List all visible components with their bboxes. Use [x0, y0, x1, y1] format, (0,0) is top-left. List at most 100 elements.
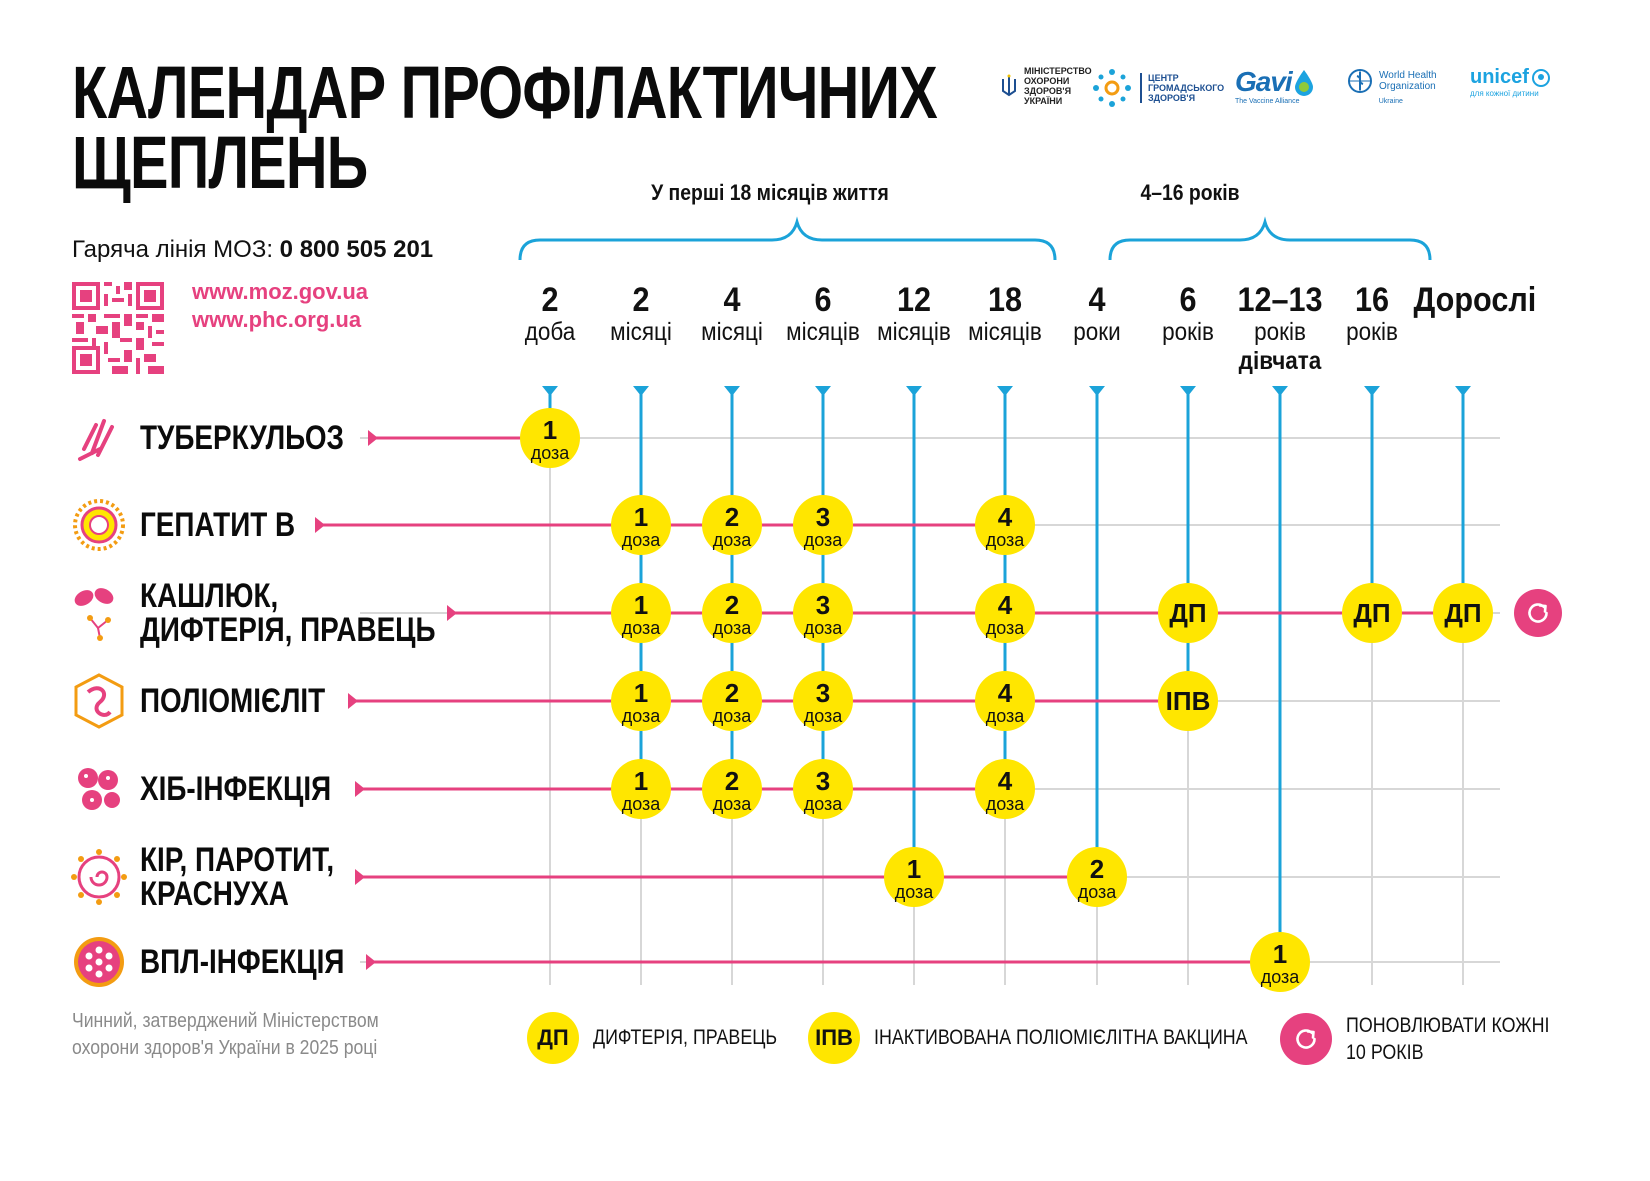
links: www.moz.gov.ua www.phc.org.ua: [192, 278, 368, 334]
age-column-header: 18 місяців: [956, 282, 1055, 346]
dose-word: доза: [713, 618, 753, 638]
age-value: 6: [814, 281, 832, 319]
legend-dp-symbol: ДП: [527, 1012, 579, 1064]
dose-number: 3: [816, 766, 830, 796]
age-unit: роки: [1073, 318, 1121, 346]
age-value: 16: [1354, 281, 1390, 319]
timeline-marker-icon: [1455, 386, 1471, 396]
timeline-marker-icon: [815, 386, 831, 396]
legend-dp-text: ДИФТЕРІЯ, ПРАВЕЦЬ: [593, 1026, 778, 1049]
timeline-marker-icon: [997, 386, 1013, 396]
group-label-4-16-years: 4–16 років: [1140, 180, 1240, 205]
age-unit: років: [1254, 318, 1306, 346]
dose-word: доза: [713, 794, 753, 814]
dose-marker: ІПВ: [1158, 671, 1218, 731]
dose-number: 4: [998, 766, 1013, 796]
dose-number: 2: [725, 678, 739, 708]
moz-logo: МІНІСТЕРСТВО ОХОРОНИ ЗДОРОВ'Я УКРАЇНИ: [1000, 66, 1092, 106]
dose-marker: ДП: [1433, 583, 1493, 643]
trident-icon: [1002, 74, 1016, 97]
legend-repeat: ПОНОВЛЮВАТИ КОЖНІ 10 РОКІВ: [1280, 1012, 1585, 1066]
dose-number: 3: [816, 678, 830, 708]
page-title: КАЛЕНДАР ПРОФІЛАКТИЧНИХ ЩЕПЛЕНЬ: [72, 51, 938, 204]
dose-number: 1: [634, 590, 648, 620]
age-unit: місяців: [786, 318, 860, 346]
group-label-first-18-months: У перші 18 місяців життя: [651, 180, 889, 205]
age-unit: місяці: [610, 318, 672, 346]
disease-name: ТУБЕРКУЛЬОЗ: [140, 419, 344, 457]
age-value: 4: [723, 281, 741, 319]
dose-circle: [793, 759, 853, 819]
disease-row-label: ТУБЕРКУЛЬОЗ: [70, 398, 389, 478]
dose-number: 2: [725, 502, 739, 532]
legend-ipv: ІПВ ІНАКТИВОВАНА ПОЛІОМІЄЛІТНА ВАКЦИНА: [808, 1012, 1314, 1064]
age-column-header: 4 роки: [1048, 282, 1147, 346]
link-phc[interactable]: www.phc.org.ua: [192, 307, 362, 332]
dose-circle: [884, 847, 944, 907]
refresh-icon: [1280, 1013, 1332, 1065]
legend-dp: ДП ДИФТЕРІЯ, ПРАВЕЦЬ: [527, 1012, 810, 1064]
age-value: Дорослі: [1413, 281, 1537, 319]
link-moz[interactable]: www.moz.gov.ua: [192, 279, 369, 304]
dose-circle: [975, 759, 1035, 819]
hotline: Гаряча лінія МОЗ: 0 800 505 201: [72, 236, 433, 264]
qr-code-icon[interactable]: [72, 282, 164, 374]
moz-logo-text: МІНІСТЕРСТВО ОХОРОНИ ЗДОРОВ'Я УКРАЇНИ: [1024, 66, 1092, 106]
disease-name: ПОЛІОМІЄЛІТ: [140, 682, 326, 720]
refresh-icon: [1514, 589, 1562, 637]
dose-circle: [702, 583, 762, 643]
row-arrow-icon: [366, 954, 376, 970]
dose-vaccine-label: ДП: [1353, 598, 1390, 628]
unicef-logo-text: unicef: [1470, 66, 1529, 88]
dose-number: 1: [907, 854, 921, 884]
disease-row-label: КІР, ПАРОТИТ, КРАСНУХА: [70, 837, 377, 917]
dose-circle: [975, 671, 1035, 731]
dose-number: 1: [634, 502, 648, 532]
dose-word: доза: [804, 618, 844, 638]
hib-icon: [70, 760, 128, 818]
who-logo-subtitle: Ukraine: [1378, 98, 1403, 105]
legend-ipv-text: ІНАКТИВОВАНА ПОЛІОМІЄЛІТНА ВАКЦИНА: [874, 1026, 1248, 1049]
gavi-logo-text: Gavi: [1235, 66, 1293, 97]
timeline-marker-icon: [542, 386, 558, 396]
dose-circle: [702, 495, 762, 555]
dose-word: доза: [622, 794, 662, 814]
gavi-logo-subtitle: The Vaccine Alliance: [1235, 98, 1300, 105]
measles-icon: [70, 848, 128, 906]
timeline-marker-icon: [1364, 386, 1380, 396]
dose-circle: [611, 671, 671, 731]
age-column-header: Дорослі: [1413, 281, 1537, 319]
dose-circle: [975, 495, 1035, 555]
who-emblem-icon: [1348, 69, 1372, 93]
dose-word: доза: [1078, 882, 1118, 902]
dose-circle: [1158, 671, 1218, 731]
gavi-logo: Gavi The Vaccine Alliance: [1235, 66, 1316, 105]
age-column-header: 4 місяці: [683, 282, 782, 346]
row-arrow-icon: [348, 693, 358, 709]
dose-number: 1: [543, 415, 557, 445]
partner-logos: МІНІСТЕРСТВО ОХОРОНИ ЗДОРОВ'Я УКРАЇНИ ЦЕ…: [1000, 66, 1600, 136]
gavi-drop-icon: [1294, 70, 1313, 96]
dose-circle: [611, 583, 671, 643]
phc-logo-text: ЦЕНТР ГРОМАДСЬКОГО ЗДОРОВ'Я: [1140, 73, 1224, 103]
age-column-header: 2 місяці: [592, 282, 691, 346]
age-unit: місяців: [968, 318, 1042, 346]
dose-number: 2: [725, 766, 739, 796]
disease-row-label: ВПЛ-ІНФЕКЦІЯ: [70, 922, 389, 1002]
dose-word: доза: [804, 530, 844, 550]
dose-word: доза: [986, 706, 1026, 726]
age-column-header: 6 місяців: [774, 282, 873, 346]
hotline-number[interactable]: 0 800 505 201: [279, 236, 434, 263]
disease-name: КІР, ПАРОТИТ, КРАСНУХА: [140, 841, 335, 913]
